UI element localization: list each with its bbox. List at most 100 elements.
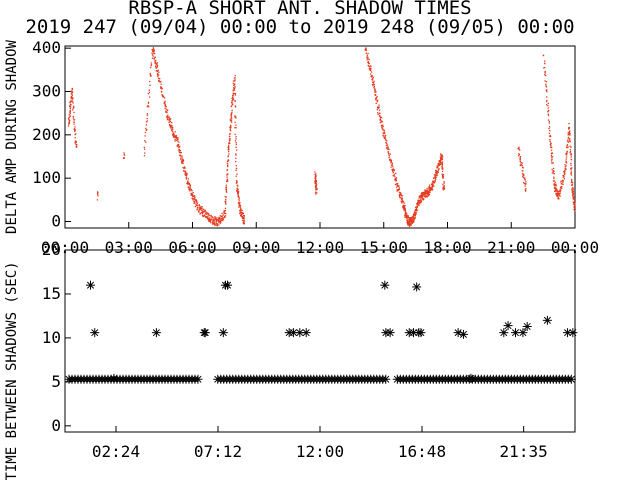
top-data-point: [558, 194, 560, 196]
top-data-point: [235, 182, 238, 184]
top-data-point: [427, 192, 429, 195]
top-data-point: [565, 168, 567, 170]
top-data-point: [216, 225, 219, 227]
top-data-point: [228, 150, 230, 153]
top-data-point: [171, 128, 174, 130]
top-data-point: [242, 217, 244, 219]
top-data-point: [314, 178, 317, 180]
top-data-point: [442, 183, 444, 186]
top-data-point: [200, 208, 202, 210]
top-data-point: [406, 221, 408, 224]
top-data-point: [571, 184, 573, 186]
top-data-point: [383, 133, 385, 135]
top-data-point: [70, 104, 72, 106]
top-data-point: [234, 116, 237, 118]
top-data-point: [212, 219, 214, 221]
top-data-point: [364, 49, 366, 51]
top-data-point: [186, 181, 189, 183]
top-data-point: [159, 77, 161, 80]
top-data-point: [208, 218, 211, 221]
top-data-point: [385, 141, 387, 144]
top-data-point: [239, 206, 241, 208]
top-data-point: [370, 71, 373, 73]
top-data-point: [156, 66, 159, 68]
top-data-point: [568, 127, 571, 129]
top-data-point: [226, 174, 228, 176]
top-data-point: [229, 135, 231, 138]
top-data-point: [377, 112, 379, 114]
top-data-point: [208, 219, 211, 222]
top-data-point: [437, 167, 439, 169]
top-x-tick-label: 00:00: [41, 238, 89, 257]
top-data-point: [96, 193, 99, 196]
top-data-point: [523, 174, 525, 177]
top-data-point: [73, 123, 75, 125]
top-data-point: [232, 103, 234, 105]
top-data-point: [234, 121, 236, 123]
top-data-point: [182, 160, 185, 162]
top-data-point: [151, 52, 153, 54]
top-data-point: [544, 70, 546, 73]
top-data-point: [235, 169, 237, 171]
top-data-point: [390, 159, 392, 161]
top-data-point: [418, 201, 421, 203]
top-data-point: [225, 203, 227, 205]
top-data-point: [440, 158, 443, 160]
top-data-point: [224, 210, 227, 212]
top-data-point: [569, 151, 571, 154]
top-data-point: [567, 136, 570, 138]
top-data-point: [96, 191, 99, 193]
top-data-point: [194, 205, 196, 208]
top-data-point: [437, 162, 440, 165]
top-data-point: [423, 198, 425, 200]
top-data-point: [69, 112, 71, 115]
top-data-point: [393, 174, 395, 177]
top-data-point: [314, 171, 316, 173]
top-data-point: [419, 199, 421, 202]
top-data-point: [221, 215, 223, 217]
top-data-point: [570, 167, 572, 170]
top-data-point: [155, 59, 157, 62]
bottom-data-point: [218, 328, 228, 338]
top-data-point: [387, 148, 389, 151]
top-data-point: [214, 222, 216, 225]
top-data-point: [426, 196, 428, 198]
top-data-point: [227, 173, 229, 175]
top-data-point: [225, 188, 227, 191]
top-data-point: [157, 74, 159, 76]
top-data-point: [377, 106, 379, 108]
top-data-point: [226, 162, 229, 165]
top-data-point: [547, 114, 550, 117]
top-data-point: [413, 218, 416, 220]
top-data-point: [573, 201, 575, 204]
top-data-point: [565, 156, 568, 158]
top-data-point: [238, 204, 240, 206]
top-data-point: [224, 215, 227, 217]
top-data-point: [75, 145, 78, 147]
top-data-point: [158, 71, 160, 73]
top-data-point: [391, 168, 393, 171]
top-data-point: [438, 161, 441, 163]
top-data-point: [549, 140, 551, 143]
top-data-point: [443, 187, 445, 189]
top-data-point: [392, 166, 394, 168]
top-data-point: [428, 188, 430, 190]
top-data-point: [198, 211, 200, 213]
top-data-point: [392, 169, 394, 172]
top-data-point: [171, 129, 173, 131]
top-data-point: [407, 220, 409, 222]
bottom-data-point: [151, 328, 161, 338]
top-data-point: [406, 214, 408, 217]
top-data-point: [414, 213, 416, 215]
top-x-tick-label: 15:00: [360, 238, 408, 257]
top-data-point: [183, 166, 186, 168]
top-data-point: [437, 163, 439, 166]
top-data-point: [550, 154, 553, 157]
top-data-point: [209, 220, 211, 223]
top-data-point: [178, 147, 180, 149]
top-data-point: [441, 166, 443, 168]
top-data-point: [96, 199, 99, 201]
top-data-point: [437, 165, 439, 168]
top-data-point: [394, 172, 397, 175]
top-data-point: [437, 171, 439, 173]
